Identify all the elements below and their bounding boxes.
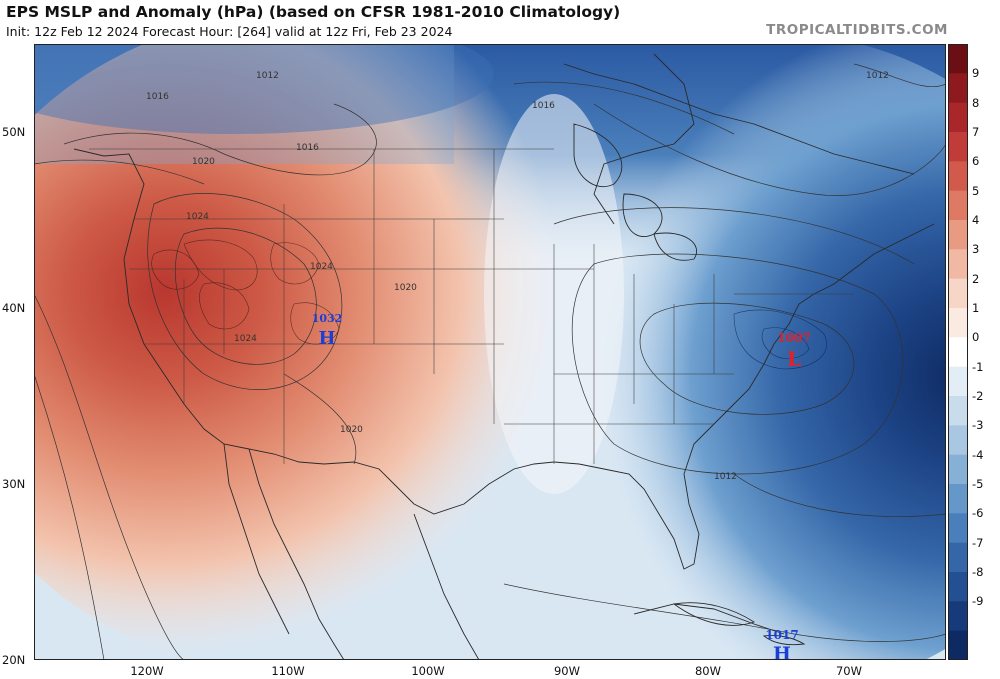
lat-label-20n: 20N: [2, 653, 26, 667]
colorbar-tick-label: -9: [972, 594, 984, 609]
colorbar-tick-label: -1: [972, 359, 984, 374]
isobar-label: 1012: [256, 71, 279, 81]
colorbar-tick-label: 8: [972, 95, 980, 110]
isobar-label: 1020: [340, 425, 363, 435]
colorbar-swatch: [948, 484, 968, 514]
low-pressure-icon: L: [787, 347, 801, 371]
high-pressure-icon: H: [318, 328, 335, 349]
isobar-label: 1020: [394, 283, 417, 293]
isobar-label: 1020: [192, 157, 215, 167]
colorbar-tick-label: -7: [972, 535, 984, 550]
lon-label-90w: 90W: [553, 664, 581, 678]
colorbar-tick-label: 2: [972, 271, 980, 286]
isobar-label: 1024: [234, 334, 257, 344]
colorbar-swatch: [948, 73, 968, 104]
colorbar-swatch: [948, 601, 968, 632]
colorbar-swatch: [948, 161, 968, 192]
colorbar-tick-label: -4: [972, 447, 984, 462]
lon-label-100w: 100W: [411, 664, 445, 678]
colorbar-tick-label: -8: [972, 565, 984, 579]
colorbar-border: [948, 44, 968, 660]
colorbar-swatch: [948, 102, 968, 133]
lat-label-40n: 40N: [2, 301, 26, 315]
colorbar-tick-label: 3: [972, 242, 980, 257]
colorbar-swatch: [948, 454, 968, 485]
map-title: EPS MSLP and Anomaly (hPa) (based on CFS…: [6, 3, 621, 21]
colorbar-swatch: [948, 220, 968, 250]
pressure-value: 1032: [312, 312, 343, 325]
isobar-label: 1012: [714, 472, 737, 482]
colorbar-swatches: [948, 44, 968, 661]
colorbar-tick-label: 9: [972, 66, 980, 81]
isobar-label: 1016: [532, 101, 555, 111]
colorbar-swatch: [948, 44, 968, 74]
anomaly-map: 1012 1016 1016 1020 1024 1024 1024 1020 …: [34, 44, 946, 660]
colorbar-tick-label: 1: [972, 301, 980, 315]
lat-label-30n: 30N: [2, 477, 26, 491]
colorbar-swatch: [948, 278, 968, 309]
lon-label-70w: 70W: [835, 664, 863, 678]
colorbar-swatch: [948, 190, 968, 221]
colorbar: [948, 44, 968, 661]
colorbar-swatch: [948, 572, 968, 602]
lon-label-120w: 120W: [130, 664, 164, 678]
colorbar-tick-label: -5: [972, 477, 984, 491]
colorbar-swatch: [948, 132, 968, 162]
colorbar-swatch: [948, 308, 968, 338]
map-subtitle: Init: 12z Feb 12 2024 Forecast Hour: [26…: [6, 24, 453, 39]
colorbar-swatch: [948, 337, 968, 368]
isobar-label: 1024: [310, 262, 333, 272]
isobar-label: 1024: [186, 212, 209, 222]
colorbar-swatch: [948, 249, 968, 280]
high-pressure-center-caribbean: 1017 H: [765, 628, 798, 660]
colorbar-tick-label: 5: [972, 183, 980, 198]
pressure-value: 1017: [765, 628, 798, 642]
colorbar-swatch: [948, 630, 968, 661]
colorbar-tick-label: -2: [972, 389, 984, 403]
colorbar-tick-label: 6: [972, 154, 980, 169]
colorbar-tick-label: -3: [972, 418, 984, 433]
colorbar-tick-label: 7: [972, 125, 980, 139]
lat-label-50n: 50N: [2, 125, 26, 139]
isobar-label: 1012: [866, 71, 889, 81]
pressure-value: 1007: [777, 331, 810, 345]
colorbar-swatch: [948, 396, 968, 426]
lon-label-110w: 110W: [271, 664, 305, 678]
high-pressure-icon: H: [773, 643, 791, 660]
isobar-label: 1016: [296, 143, 319, 153]
colorbar-tick-label: 4: [972, 213, 980, 227]
colorbar-swatch: [948, 513, 968, 544]
isobar-label: 1016: [146, 92, 169, 102]
site-credit: TROPICALTIDBITS.COM: [766, 22, 948, 38]
high-pressure-center-rockies: 1032 H: [312, 312, 343, 349]
colorbar-swatch: [948, 542, 968, 573]
colorbar-swatch: [948, 366, 968, 397]
colorbar-tick-label: 0: [972, 330, 980, 345]
colorbar-swatch: [948, 425, 968, 456]
lon-label-80w: 80W: [694, 664, 722, 678]
map-panel: 1012 1016 1016 1020 1024 1024 1024 1020 …: [34, 44, 946, 660]
low-pressure-center-atlantic: 1007 L: [777, 331, 810, 371]
colorbar-tick-label: -6: [972, 506, 984, 521]
